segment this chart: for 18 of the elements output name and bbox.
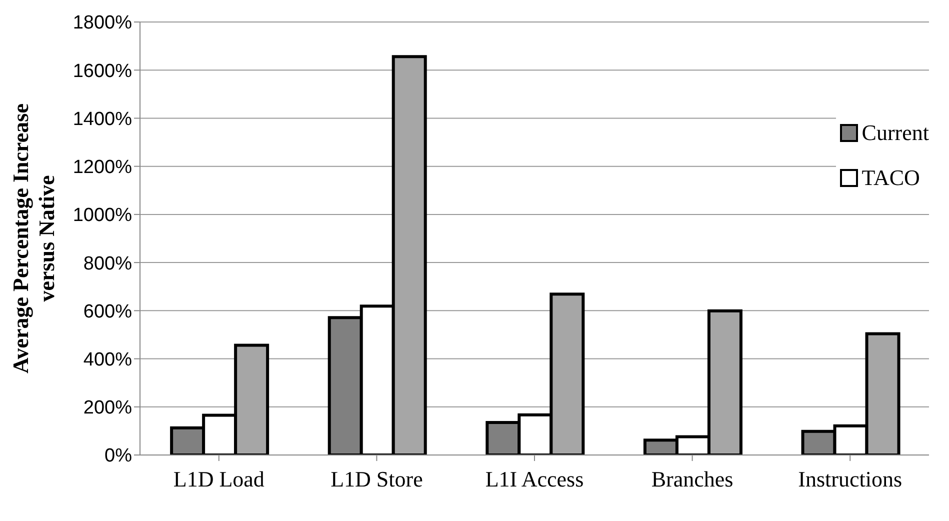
legend-label: TACO (862, 164, 920, 190)
x-tick-label: Instructions (798, 466, 902, 492)
x-tick-label: Branches (651, 466, 734, 492)
legend-label: Current (862, 120, 929, 146)
y-tick-label: 1800% (72, 12, 132, 34)
x-tick-label: L1D Store (330, 466, 423, 492)
y-tick-label: 1000% (72, 205, 132, 226)
y-tick-label: 200% (83, 398, 132, 419)
x-tick-label: L1D Load (173, 466, 264, 492)
y-tick-label: 800% (83, 253, 132, 274)
y-tick-label: 600% (83, 301, 132, 322)
y-tick-label: 1600% (72, 60, 132, 82)
y-tick-label: 1200% (72, 157, 132, 178)
y-tick-label: 0% (104, 446, 132, 467)
y-axis-title: Average Percentage Increase versus Native (8, 103, 59, 374)
y-tick-label: 1400% (72, 108, 132, 130)
y-tick-label: 400% (83, 350, 132, 371)
x-tick-label: L1I Access (485, 466, 584, 492)
